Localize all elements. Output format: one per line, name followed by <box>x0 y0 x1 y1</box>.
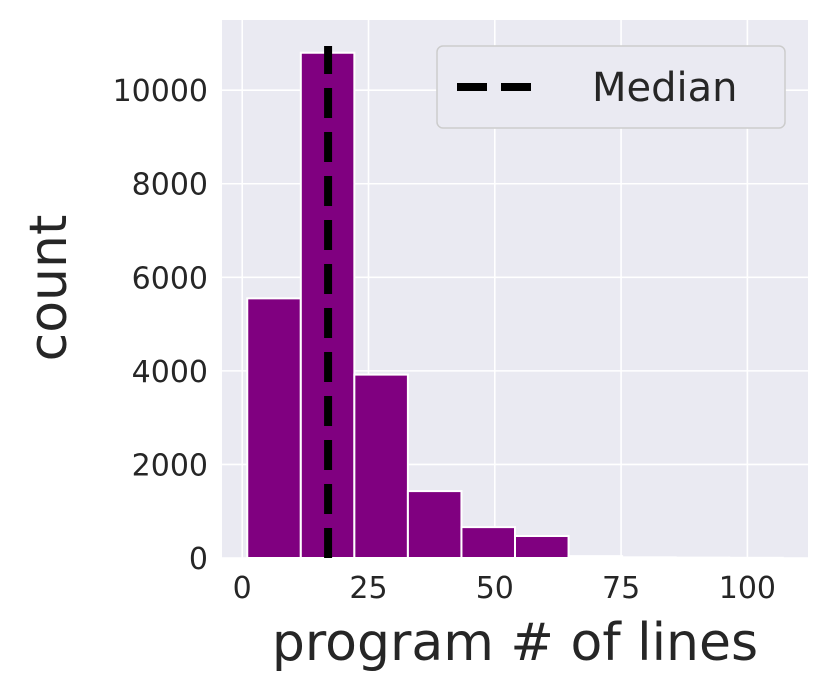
histogram-bar-6 <box>514 535 570 559</box>
histogram-bar-1 <box>246 297 302 559</box>
bars <box>246 51 784 560</box>
x-tick-label-100: 100 <box>719 571 776 606</box>
x-axis-label: program # of lines <box>272 613 758 673</box>
x-axis-ticks: 0 25 50 75 100 <box>233 571 776 606</box>
legend-entry-median: Median <box>592 65 738 111</box>
legend: Median <box>436 45 786 129</box>
x-tick-label-0: 0 <box>233 571 252 606</box>
y-tick-label-6000: 6000 <box>132 261 208 296</box>
y-tick-label-8000: 8000 <box>132 168 208 203</box>
y-tick-label-4000: 4000 <box>132 355 208 390</box>
y-axis-ticks: 0 2000 4000 6000 8000 10000 <box>113 74 208 577</box>
y-tick-label-0: 0 <box>189 542 208 577</box>
histogram-bar-4 <box>406 490 463 559</box>
y-axis-label: count <box>19 215 79 362</box>
x-tick-label-75: 75 <box>602 571 640 606</box>
y-tick-label-10000: 10000 <box>113 74 208 109</box>
histogram-bar-3 <box>353 373 409 560</box>
x-tick-label-25: 25 <box>349 571 387 606</box>
histogram-bar-8 <box>621 556 677 560</box>
x-tick-label-50: 50 <box>476 571 514 606</box>
histogram-bar-2 <box>299 51 356 559</box>
y-tick-label-2000: 2000 <box>132 448 208 483</box>
histogram-bar-7 <box>567 555 624 560</box>
legend-box <box>436 45 786 129</box>
histogram-bar-5 <box>460 526 516 559</box>
